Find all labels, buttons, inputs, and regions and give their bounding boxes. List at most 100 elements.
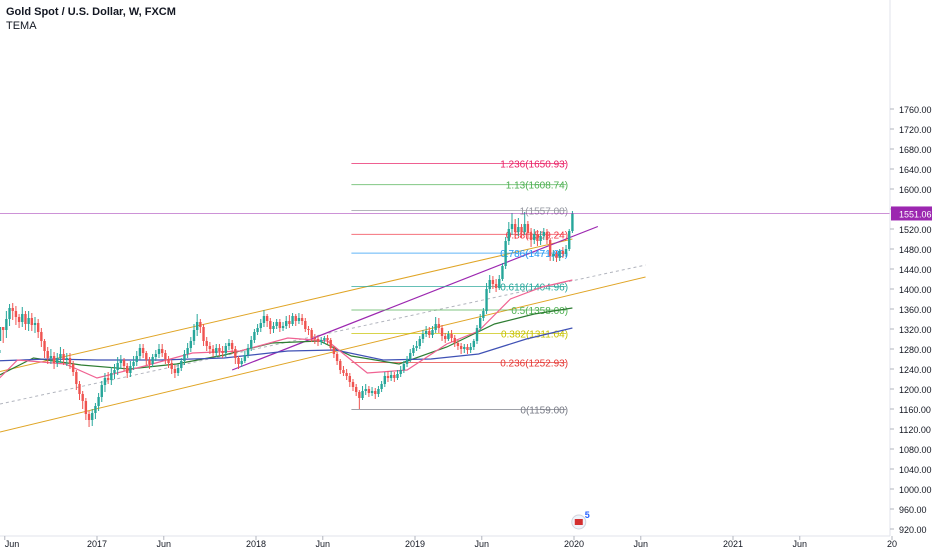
candle-body — [300, 318, 304, 321]
candle-body — [46, 351, 49, 358]
candle-body — [160, 349, 164, 353]
price-tick-label: 1440.00 — [899, 265, 932, 275]
event-badge-count: 5 — [585, 510, 590, 520]
candle-body — [11, 308, 14, 311]
candle-body — [358, 392, 361, 398]
candle-body — [402, 364, 406, 370]
price-tick-label: 960.00 — [899, 505, 927, 515]
candle-body — [307, 329, 310, 330]
candle-body — [122, 360, 126, 366]
plot-area: 1.236(1650.93)1.13(1608.74)1(1557.00)0.8… — [0, 160, 890, 530]
candle-body — [399, 370, 402, 374]
time-tick-label: 2020 — [564, 539, 584, 549]
candle-body — [421, 334, 425, 339]
fib-level-label: 1.236(1650.93) — [500, 160, 568, 171]
candle-body — [316, 339, 320, 342]
candle-body — [377, 389, 380, 394]
candle-body — [246, 348, 250, 355]
candle-body — [170, 363, 173, 369]
candle-body — [291, 316, 294, 324]
candle-body — [269, 321, 272, 329]
fib-level-label: 0.786(1471.83) — [500, 249, 568, 260]
price-axis[interactable]: 1760.001720.001680.001640.001600.001560.… — [889, 0, 932, 536]
candle-body — [129, 366, 132, 373]
candle-body — [119, 360, 123, 363]
candle-body — [113, 370, 116, 373]
fib-level-label: 0.382(1311.04) — [501, 329, 568, 340]
candle-body — [444, 336, 447, 339]
candle-body — [393, 375, 396, 378]
moving-average-line — [0, 327, 573, 362]
price-tick-label: 1280.00 — [899, 345, 932, 355]
candle-body — [415, 346, 418, 348]
candle-body — [571, 213, 574, 231]
candle-body — [14, 311, 18, 317]
candle-body — [100, 385, 103, 397]
candle-body — [227, 343, 231, 346]
candle-body — [253, 332, 256, 340]
price-tick-label: 1640.00 — [899, 165, 932, 175]
candle-body — [463, 347, 466, 349]
candle-body — [62, 354, 65, 360]
candle-body — [132, 362, 135, 366]
candle-body — [195, 322, 199, 330]
candle-body — [199, 322, 202, 327]
candle-body — [545, 232, 549, 240]
candle-body — [27, 318, 30, 324]
candle-body — [529, 233, 533, 240]
candle-body — [466, 347, 469, 350]
flag-icon — [574, 519, 583, 525]
candle-body — [24, 314, 27, 324]
candle-body — [513, 224, 517, 232]
candle-body — [564, 249, 568, 254]
candle-body — [94, 406, 97, 413]
channel-lower-line — [0, 276, 646, 433]
candle-body — [56, 358, 59, 363]
candle-body — [339, 361, 342, 370]
price-tick-label: 1760.00 — [899, 105, 932, 115]
candle-body — [278, 322, 282, 328]
candle-body — [364, 389, 367, 391]
candle-body — [215, 348, 218, 353]
candle-body — [1, 327, 5, 330]
candle-body — [412, 348, 415, 353]
candle-body — [542, 232, 545, 236]
candle-body — [494, 284, 498, 288]
candle-body — [84, 401, 88, 414]
candle-body — [319, 340, 323, 342]
candle-body — [536, 234, 539, 241]
candle-body — [526, 224, 530, 233]
candle-body — [548, 240, 552, 256]
candle-body — [383, 376, 386, 384]
time-axis[interactable]: Jun 2017 Jun 2018 Jun 2019 Jun 2020 Jun 2021 Jun 20 — [0, 535, 897, 549]
candle-body — [65, 358, 68, 360]
time-tick-label: 2018 — [246, 539, 266, 549]
candle-body — [52, 356, 56, 363]
fib-level-label: 0.618(1404.96) — [500, 283, 568, 294]
candle-body — [173, 369, 177, 373]
candle-body — [523, 224, 526, 232]
candle-body — [33, 323, 37, 325]
time-tick-label: 2021 — [723, 539, 743, 549]
candle-body — [374, 391, 377, 394]
candle-body — [265, 316, 269, 321]
price-tick-label: 1200.00 — [899, 385, 932, 395]
fib-level-label: 0.5(1358.00) — [511, 306, 568, 317]
current-price-badge — [891, 206, 932, 221]
candle-body — [552, 254, 555, 256]
candle-body — [138, 348, 142, 356]
candle-body — [294, 316, 297, 321]
candle-body — [475, 328, 479, 341]
candle-body — [151, 357, 154, 364]
candle-body — [176, 368, 180, 373]
candle-body — [259, 323, 262, 328]
candle-body — [59, 354, 62, 358]
candle-body — [285, 321, 288, 326]
candle-body — [447, 334, 450, 339]
fib-level-label: 0(1159.00) — [520, 406, 568, 417]
channel-upper-line — [0, 238, 573, 372]
candle-body — [256, 328, 259, 332]
